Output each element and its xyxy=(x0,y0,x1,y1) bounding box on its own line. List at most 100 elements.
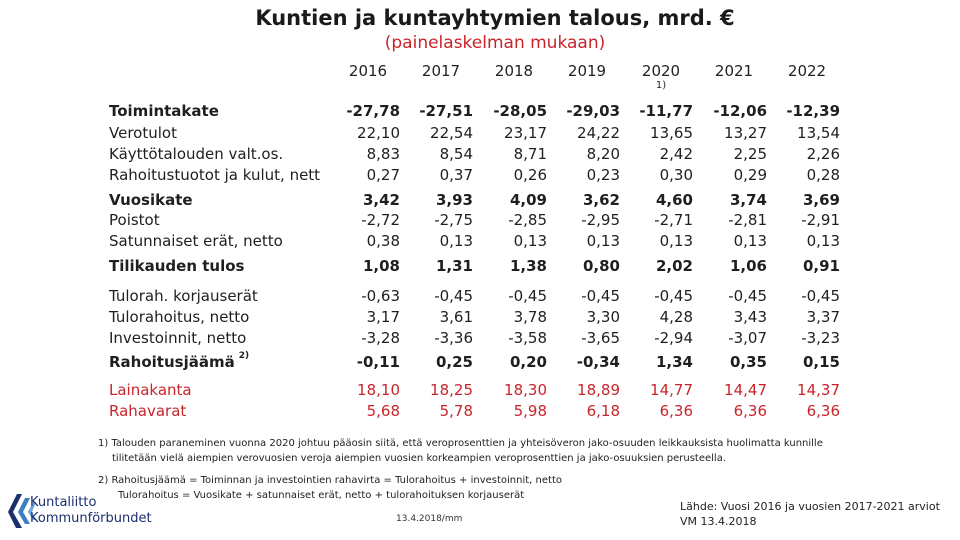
cell: -2,71 xyxy=(654,211,693,229)
cell: 8,71 xyxy=(513,145,547,163)
slide-date: 13.4.2018/mm xyxy=(396,514,463,524)
cell: -3,07 xyxy=(728,329,767,347)
footnote-marker: 2) xyxy=(238,351,250,361)
cell: 0,38 xyxy=(366,232,400,250)
cell: 24,22 xyxy=(577,124,620,142)
cell: -0,45 xyxy=(654,287,693,305)
cell: -27,51 xyxy=(419,102,473,120)
cell: 14,47 xyxy=(724,381,767,399)
cell: 3,43 xyxy=(733,308,767,326)
cell: 6,18 xyxy=(586,402,620,420)
table-row: Käyttötalouden valt.os. 8,83 8,54 8,71 8… xyxy=(0,145,960,167)
cell: 4,09 xyxy=(509,191,547,209)
cell: 3,93 xyxy=(435,191,473,209)
cell: -0,11 xyxy=(356,353,400,371)
cell: 3,61 xyxy=(439,308,473,326)
cell: 0,30 xyxy=(659,166,693,184)
row-label: Rahoitustuotot ja kulut, nett xyxy=(109,166,321,184)
cell: 2,02 xyxy=(655,257,693,275)
cell: 5,68 xyxy=(366,402,400,420)
cell: 2,42 xyxy=(659,145,693,163)
footnote-2-line2: Tulorahoitus = Vuosikate + satunnaiset e… xyxy=(118,490,525,501)
table-row: Verotulot 22,10 22,54 23,17 24,22 13,65 … xyxy=(0,124,960,146)
cell: 18,10 xyxy=(357,381,400,399)
cell: 18,25 xyxy=(430,381,473,399)
table-row: Tilikauden tulos 1,08 1,31 1,38 0,80 2,0… xyxy=(0,257,960,279)
cell: 22,10 xyxy=(357,124,400,142)
cell: -2,85 xyxy=(508,211,547,229)
cell: -11,77 xyxy=(639,102,693,120)
cell: 0,29 xyxy=(733,166,767,184)
cell: 4,60 xyxy=(655,191,693,209)
row-label: Rahavarat xyxy=(109,402,187,420)
cell: 0,13 xyxy=(513,232,547,250)
cell: 6,36 xyxy=(659,402,693,420)
cell: 0,13 xyxy=(439,232,473,250)
cell: -2,81 xyxy=(728,211,767,229)
cell: -3,65 xyxy=(581,329,620,347)
cell: -27,78 xyxy=(346,102,400,120)
row-label: Lainakanta xyxy=(109,381,192,399)
cell: 2,26 xyxy=(806,145,840,163)
cell: -12,39 xyxy=(786,102,840,120)
cell: -2,91 xyxy=(801,211,840,229)
cell: -12,06 xyxy=(713,102,767,120)
table-row: Investoinnit, netto -3,28 -3,36 -3,58 -3… xyxy=(0,329,960,351)
cell: 1,06 xyxy=(729,257,767,275)
cell: -0,34 xyxy=(576,353,620,371)
table-row: Vuosikate 3,42 3,93 4,09 3,62 4,60 3,74 … xyxy=(0,191,960,213)
year-2022: 2022 xyxy=(787,62,827,80)
row-label: Tulorah. korjauserät xyxy=(109,287,258,305)
cell: 0,13 xyxy=(733,232,767,250)
source-note: Lähde: Vuosi 2016 ja vuosien 2017-2021 a… xyxy=(680,499,940,529)
cell: -0,63 xyxy=(361,287,400,305)
cell: 14,37 xyxy=(797,381,840,399)
row-label: Poistot xyxy=(109,211,160,229)
year-2020-footnote: 1) xyxy=(655,80,667,91)
table-row: Rahoitustuotot ja kulut, nett 0,27 0,37 … xyxy=(0,166,960,188)
cell: 0,35 xyxy=(729,353,767,371)
cell: 8,83 xyxy=(366,145,400,163)
cell: 6,36 xyxy=(733,402,767,420)
footnote-2: 2) Rahoitusjäämä = Toiminnan ja investoi… xyxy=(98,473,562,503)
table-row: Lainakanta 18,10 18,25 18,30 18,89 14,77… xyxy=(0,381,960,403)
cell: 0,15 xyxy=(802,353,840,371)
cell: 1,34 xyxy=(655,353,693,371)
cell: 0,25 xyxy=(435,353,473,371)
row-label: Satunnaiset erät, netto xyxy=(109,232,283,250)
kuntaliitto-logo: Kuntaliitto Kommunförbundet xyxy=(8,492,208,532)
cell: 4,28 xyxy=(659,308,693,326)
row-label: Tulorahoitus, netto xyxy=(109,308,250,326)
cell: 1,08 xyxy=(362,257,400,275)
source-line1: Lähde: Vuosi 2016 ja vuosien 2017-2021 a… xyxy=(680,500,940,513)
table-row: Toimintakate -27,78 -27,51 -28,05 -29,03… xyxy=(0,102,960,124)
cell: -2,72 xyxy=(361,211,400,229)
year-2016: 2016 xyxy=(348,62,388,80)
row-label: Tilikauden tulos xyxy=(109,257,245,275)
table-row: Rahoitusjäämä 2) -0,11 0,25 0,20 -0,34 1,… xyxy=(0,351,960,375)
cell: 0,13 xyxy=(659,232,693,250)
year-2020: 2020 xyxy=(641,62,681,80)
cell: 13,65 xyxy=(650,124,693,142)
cell: -29,03 xyxy=(566,102,620,120)
cell: 3,37 xyxy=(806,308,840,326)
cell: -2,94 xyxy=(654,329,693,347)
cell: 1,31 xyxy=(435,257,473,275)
cell: -3,28 xyxy=(361,329,400,347)
cell: -3,36 xyxy=(434,329,473,347)
row-label: Rahoitusjäämä xyxy=(109,353,235,371)
cell: -0,45 xyxy=(801,287,840,305)
cell: 23,17 xyxy=(504,124,547,142)
cell: 0,37 xyxy=(439,166,473,184)
cell: 18,89 xyxy=(577,381,620,399)
cell: 0,27 xyxy=(366,166,400,184)
row-label: Käyttötalouden valt.os. xyxy=(109,145,284,163)
cell: -28,05 xyxy=(493,102,547,120)
source-line2: VM 13.4.2018 xyxy=(680,515,757,528)
cell: 18,30 xyxy=(504,381,547,399)
cell: 3,78 xyxy=(513,308,547,326)
cell: 0,26 xyxy=(513,166,547,184)
cell: -0,45 xyxy=(581,287,620,305)
year-2018: 2018 xyxy=(494,62,534,80)
page-subtitle: (painelaskelman mukaan) xyxy=(384,33,606,53)
